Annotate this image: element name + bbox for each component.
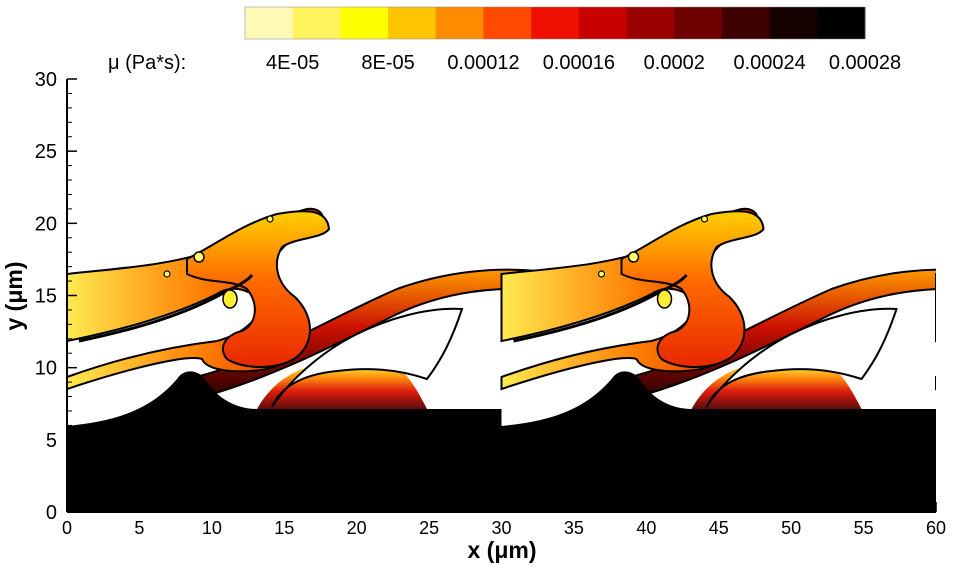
- y-tick-label: 20: [35, 213, 57, 235]
- colorbar-tick-labels: 4E-05 8E-05 0.00012 0.00016 0.0002 0.00024 0.0…: [266, 52, 901, 74]
- colorbar-tick-label: 8E-05: [361, 52, 414, 74]
- y-tick-label: 30: [35, 69, 57, 91]
- x-tick-label: 5: [134, 518, 144, 538]
- colorbar-tick-label: 0.00028: [829, 52, 901, 74]
- colorbar-cell: [292, 7, 341, 39]
- colorbar-cell: [769, 7, 818, 39]
- colorbar-tick-label: 0.00024: [733, 52, 805, 74]
- colorbar-cell: [245, 7, 294, 39]
- colorbar-cells: [244, 6, 866, 40]
- x-tick-label: 40: [636, 518, 656, 538]
- colorbar-cell: [531, 7, 580, 39]
- y-tick-label: 0: [46, 502, 57, 524]
- axes: 0 5 10 15 20 25 30 35 40 45 50 55 60 0 5 10 15 20 25 30 x …: [1, 69, 946, 563]
- x-tick-label: 0: [62, 518, 72, 538]
- colorbar-tick-label: 0.0002: [644, 52, 705, 74]
- colorbar-cell: [435, 7, 484, 39]
- y-tick-label: 10: [35, 358, 57, 380]
- colorbar-tick-label: 0.00016: [543, 52, 615, 74]
- y-tick-label: 15: [35, 286, 57, 308]
- x-tick-label: 10: [202, 518, 222, 538]
- x-tick-label: 35: [564, 518, 584, 538]
- colorbar-cell: [626, 7, 675, 39]
- y-ticks: 0 5 10 15 20 25 30: [35, 69, 77, 524]
- colorbar-cell: [483, 7, 532, 39]
- colorbar-tick-label: 4E-05: [266, 52, 319, 74]
- colorbar-cell: [721, 7, 771, 39]
- x-tick-label: 60: [926, 518, 946, 538]
- colorbar: μ (Pa*s): 4E-05 8E-05 0.00012 0.00016 0.0002…: [108, 6, 901, 74]
- colorbar-frame: [244, 6, 866, 40]
- x-tick-label: 25: [419, 518, 439, 538]
- colorbar-cell: [578, 7, 628, 39]
- y-tick-label: 5: [46, 430, 57, 452]
- x-tick-label: 30: [491, 518, 511, 538]
- colorbar-tick-label: 0.00012: [447, 52, 519, 74]
- x-tick-label: 55: [854, 518, 874, 538]
- colorbar-title: μ (Pa*s):: [108, 52, 186, 74]
- colorbar-cell: [388, 7, 437, 39]
- x-tick-label: 15: [274, 518, 294, 538]
- x-ticks: 0 5 10 15 20 25 30 35 40 45 50 55 60: [62, 502, 946, 538]
- x-tick-label: 20: [347, 518, 367, 538]
- colorbar-cell: [340, 7, 389, 39]
- x-tick-label: 45: [709, 518, 729, 538]
- colorbar-cell: [674, 7, 723, 39]
- plot-area: [67, 79, 936, 512]
- y-tick-label: 25: [35, 141, 57, 163]
- x-axis-label: x (μm): [467, 537, 536, 563]
- x-tick-label: 50: [781, 518, 801, 538]
- colorbar-cell: [817, 7, 866, 39]
- y-axis-label: y (μm): [1, 261, 27, 330]
